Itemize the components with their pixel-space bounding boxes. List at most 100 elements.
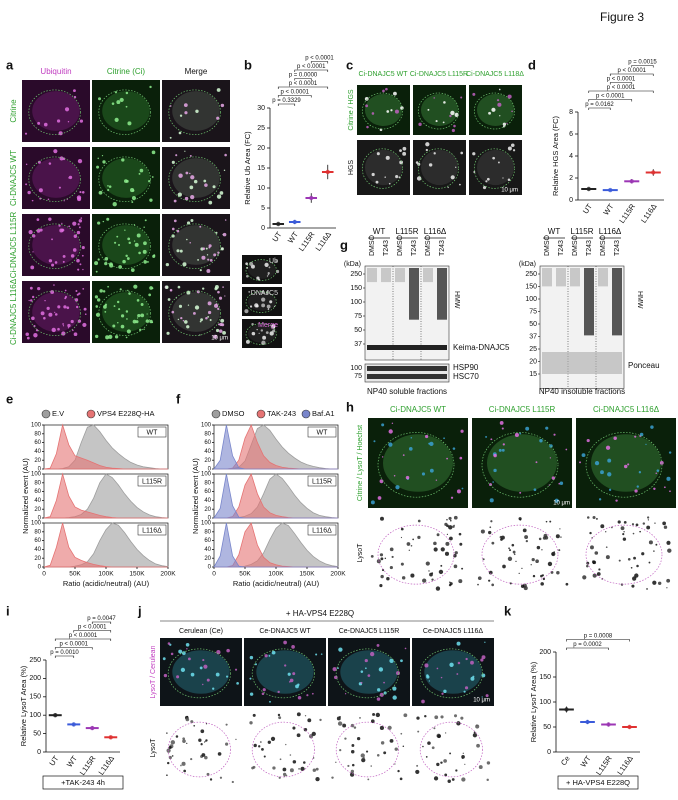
- puncta: [429, 468, 434, 473]
- puncta: [431, 578, 434, 581]
- outline: [419, 721, 483, 778]
- outline: [98, 156, 151, 202]
- puncta: [59, 156, 64, 161]
- puncta: [61, 222, 63, 225]
- micrograph: [160, 710, 242, 786]
- puncta: [410, 544, 413, 547]
- kda-marker: 250: [525, 271, 537, 278]
- outline: [361, 148, 403, 189]
- puncta: [636, 485, 639, 488]
- cell: [172, 650, 230, 694]
- puncta: [292, 672, 296, 676]
- p-value: p < 0.0001: [617, 68, 646, 74]
- puncta: [245, 339, 250, 344]
- puncta: [249, 305, 253, 308]
- y-tick-label: 20: [204, 556, 211, 562]
- puncta: [446, 457, 448, 460]
- puncta: [116, 300, 120, 304]
- p-bracket: [566, 647, 609, 650]
- puncta: [412, 538, 414, 541]
- puncta: [613, 436, 617, 441]
- cell: [102, 158, 150, 198]
- outline: [585, 524, 663, 585]
- mean-dot: [53, 713, 58, 718]
- puncta: [193, 724, 196, 727]
- panel-letter: e: [6, 391, 13, 406]
- puncta: [436, 667, 439, 670]
- puncta: [189, 185, 194, 190]
- puncta: [440, 564, 443, 567]
- puncta: [82, 268, 84, 271]
- kda-marker: 25: [529, 346, 537, 353]
- y-axis-label: Normalized event (AU): [21, 458, 30, 534]
- kda-marker: 37: [354, 341, 362, 348]
- puncta: [611, 526, 613, 529]
- y-tick-label: 250: [29, 657, 41, 664]
- puncta: [219, 191, 224, 195]
- puncta: [205, 316, 208, 320]
- puncta: [337, 667, 339, 670]
- puncta: [53, 284, 55, 286]
- puncta: [400, 659, 403, 663]
- outline: [98, 290, 151, 336]
- puncta: [47, 198, 50, 201]
- puncta: [107, 185, 109, 187]
- puncta: [440, 547, 445, 552]
- puncta: [79, 191, 82, 194]
- p-value: p = 0.0162: [585, 102, 614, 108]
- puncta: [171, 160, 175, 164]
- puncta: [216, 650, 221, 655]
- puncta: [140, 303, 144, 306]
- puncta: [265, 331, 269, 334]
- puncta: [449, 114, 452, 118]
- group-label: L115R: [571, 227, 594, 236]
- histogram-area: [213, 473, 338, 519]
- puncta: [178, 304, 183, 308]
- histogram-area: [43, 522, 168, 568]
- lane-label: DMSO: [572, 234, 579, 256]
- puncta: [180, 667, 186, 673]
- y-tick-label: 100: [201, 521, 212, 527]
- puncta: [433, 541, 437, 546]
- puncta: [389, 565, 393, 570]
- puncta: [379, 553, 384, 557]
- puncta: [102, 220, 105, 223]
- puncta: [35, 329, 39, 332]
- puncta: [652, 580, 657, 585]
- puncta: [459, 456, 463, 460]
- puncta: [56, 119, 61, 123]
- y-tick-label: 80: [204, 529, 211, 535]
- micrograph: [412, 710, 494, 786]
- puncta: [460, 716, 464, 720]
- puncta: [650, 425, 654, 429]
- puncta: [225, 742, 229, 746]
- scale-label: 10 μm: [211, 336, 228, 342]
- puncta: [206, 772, 210, 776]
- y-tick-label: 0: [208, 467, 212, 473]
- panel-tag-box: [137, 524, 167, 536]
- panel-tag-box: [307, 426, 337, 438]
- puncta: [360, 753, 365, 758]
- puncta: [222, 232, 227, 237]
- puncta: [292, 760, 297, 764]
- outline: [361, 92, 403, 130]
- outline: [28, 89, 81, 135]
- puncta: [275, 260, 278, 263]
- puncta: [511, 110, 513, 113]
- puncta: [464, 686, 469, 690]
- puncta: [266, 304, 271, 309]
- puncta: [647, 516, 650, 519]
- puncta: [202, 287, 205, 290]
- lane-label: DMSO: [544, 234, 551, 256]
- puncta: [68, 177, 70, 179]
- puncta: [320, 653, 323, 655]
- puncta: [171, 234, 175, 238]
- kda-marker: 100: [525, 296, 537, 303]
- puncta: [408, 549, 410, 551]
- puncta: [565, 448, 568, 451]
- x-axis-label: Ratio (acidic/neutral) (AU): [63, 579, 150, 588]
- puncta: [648, 561, 651, 564]
- puncta: [541, 549, 543, 551]
- puncta: [143, 226, 145, 228]
- puncta: [392, 686, 397, 691]
